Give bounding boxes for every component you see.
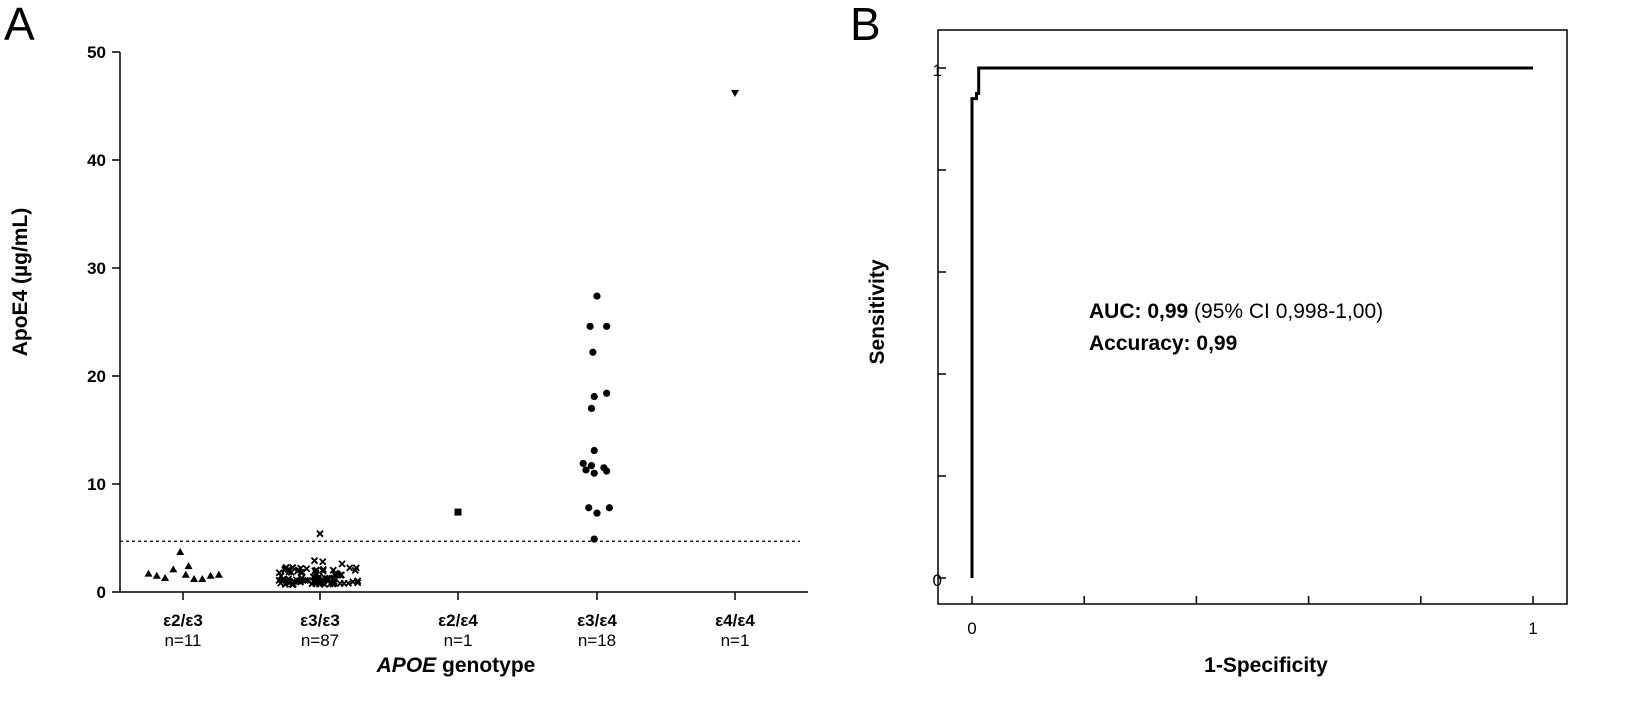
point-g3-0	[593, 292, 601, 300]
point-g1-55	[294, 567, 302, 575]
point-g0-2	[161, 573, 170, 581]
point-g3-13	[603, 467, 611, 475]
y-tick-label-0: 0	[97, 583, 106, 602]
point-g0-6	[181, 570, 190, 578]
point-g1-83	[310, 557, 319, 565]
y-ticks: 0 10 20 30 40 50	[87, 43, 120, 602]
category-count-2: n=1	[444, 631, 473, 650]
point-g1-86	[316, 530, 324, 538]
y-tick-label-5: 50	[87, 43, 106, 62]
point-g3-17	[590, 535, 598, 543]
point-g0-8	[198, 575, 207, 583]
category-count-1: n=87	[301, 631, 339, 650]
y-tick-label-1: 10	[87, 475, 106, 494]
point-g3-12	[590, 469, 598, 477]
point-g1-66	[326, 580, 334, 588]
point-g3-6	[587, 404, 596, 412]
data-points	[144, 90, 739, 589]
point-g0-0	[144, 569, 153, 577]
accuracy-annotation: Accuracy: 0,99	[1089, 332, 1237, 355]
x-axis-title-italic: APOE	[376, 654, 438, 677]
point-g1-81	[284, 565, 293, 574]
point-g3-5	[590, 392, 598, 401]
category-label-3: ε3/ε4	[577, 611, 617, 630]
point-g4-0	[731, 90, 739, 98]
point-g3-8	[579, 459, 587, 468]
point-g1-85	[338, 560, 346, 568]
category-label-1: ε3/ε3	[300, 611, 340, 630]
panel-b-plot: 0 1 0 1 Sensitivity 1-Specificity AUC: 0…	[866, 29, 1568, 677]
point-g1-72	[334, 571, 342, 579]
category-labels: ε2/ε3n=11ε3/ε3n=87ε2/ε4n=1ε3/ε4n=18ε4/ε4…	[163, 611, 755, 650]
roc-x-tick-label-0: 0	[967, 619, 976, 638]
point-g1-37	[346, 564, 354, 572]
auc-value: 0,99	[1147, 300, 1188, 323]
y-tick-label-2: 20	[87, 367, 106, 386]
point-g3-11	[582, 466, 590, 474]
point-g3-9	[587, 462, 596, 470]
category-label-0: ε2/ε3	[163, 611, 203, 630]
roc-y-axis-title: Sensitivity	[866, 259, 889, 364]
accuracy-value: 0,99	[1196, 332, 1237, 355]
point-g1-84	[319, 558, 327, 566]
x-ticks	[182, 592, 736, 600]
point-g1-71	[302, 565, 311, 573]
point-g1-78	[311, 576, 319, 584]
point-g1-76	[290, 577, 298, 585]
point-g1-73	[297, 576, 305, 584]
x-axis-title-rest: genotype	[436, 654, 535, 677]
point-g3-3	[589, 348, 597, 356]
point-g1-80	[318, 575, 326, 583]
point-g3-15	[605, 504, 614, 512]
y-tick-label-4: 40	[87, 151, 106, 170]
point-g1-38	[351, 566, 359, 575]
point-g3-7	[590, 446, 598, 455]
category-count-3: n=18	[578, 631, 616, 650]
category-label-4: ε4/ε4	[715, 611, 755, 630]
point-g0-4	[176, 548, 185, 556]
point-g0-7	[190, 575, 199, 583]
y-tick-label-3: 30	[87, 259, 106, 278]
category-label-2: ε2/ε4	[438, 611, 478, 630]
roc-y-ticks	[938, 67, 946, 579]
y-axis-title: ApoE4 (µg/mL)	[9, 208, 32, 357]
point-g0-1	[152, 571, 161, 579]
auc-annotation: AUC: 0,99 (95% CI 0,998-1,00)	[1089, 300, 1383, 323]
point-g1-64	[340, 579, 348, 587]
point-g3-1	[586, 322, 594, 330]
point-g1-77	[277, 572, 285, 580]
point-g3-4	[603, 389, 611, 397]
point-g1-58	[319, 567, 327, 575]
point-g1-75	[281, 580, 290, 588]
point-g0-3	[169, 565, 178, 573]
panel-b-letter: B	[850, 0, 881, 50]
category-count-0: n=11	[164, 631, 201, 650]
point-g2-0	[454, 508, 462, 516]
point-g1-70	[312, 569, 320, 577]
category-count-4: n=1	[721, 631, 750, 650]
roc-x-tick-label-1: 1	[1528, 619, 1537, 638]
panel-a-letter: A	[4, 0, 35, 50]
roc-x-axis-title: 1-Specificity	[1204, 654, 1328, 677]
point-g0-9	[206, 571, 215, 579]
accuracy-label: Accuracy:	[1089, 332, 1196, 355]
plot-frame	[937, 29, 1568, 605]
point-g0-10	[214, 570, 223, 578]
point-g3-14	[585, 504, 593, 512]
point-g1-79	[319, 565, 327, 574]
point-g1-62	[280, 576, 288, 584]
point-g3-16	[593, 509, 601, 517]
point-g3-2	[603, 322, 611, 330]
point-g1-82	[329, 574, 338, 582]
point-g0-5	[184, 562, 193, 570]
x-axis-title: APOE genotype	[376, 654, 536, 677]
roc-y-tick-label-1: 1	[933, 61, 942, 80]
roc-x-ticks	[971, 596, 1534, 604]
auc-ci: (95% CI 0,998-1,00)	[1188, 300, 1383, 323]
roc-y-tick-label-0: 0	[933, 571, 942, 590]
roc-curve	[970, 66, 1533, 578]
auc-label: AUC:	[1089, 300, 1147, 323]
